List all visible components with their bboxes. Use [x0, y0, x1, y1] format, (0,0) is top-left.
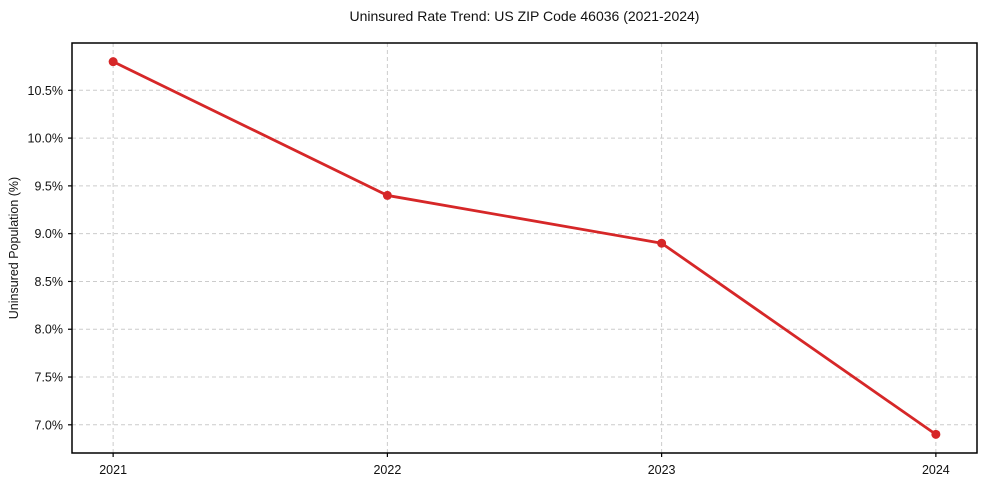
- trend-line: [111, 60, 938, 436]
- y-tick-label: 8.0%: [35, 323, 64, 337]
- data-point-marker: [657, 238, 667, 248]
- x-tick-label: 2023: [648, 463, 676, 477]
- y-tick-label: 10.5%: [28, 84, 63, 98]
- y-tick-label: 9.0%: [35, 227, 64, 241]
- plot-border: [71, 42, 978, 454]
- data-point-marker: [382, 190, 392, 200]
- y-tick-label: 7.5%: [35, 371, 64, 385]
- x-tick-label: 2024: [922, 463, 950, 477]
- y-tick-label: 8.5%: [35, 275, 64, 289]
- chart-title: Uninsured Rate Trend: US ZIP Code 46036 …: [349, 8, 700, 24]
- y-tick-label: 9.5%: [35, 179, 64, 193]
- data-point-marker: [108, 57, 118, 67]
- x-tick-label: 2021: [99, 463, 127, 477]
- x-tick-label: 2022: [373, 463, 401, 477]
- data-point-marker: [931, 429, 941, 439]
- y-tick-label: 10.0%: [28, 132, 63, 146]
- y-tick-label: 7.0%: [35, 418, 64, 432]
